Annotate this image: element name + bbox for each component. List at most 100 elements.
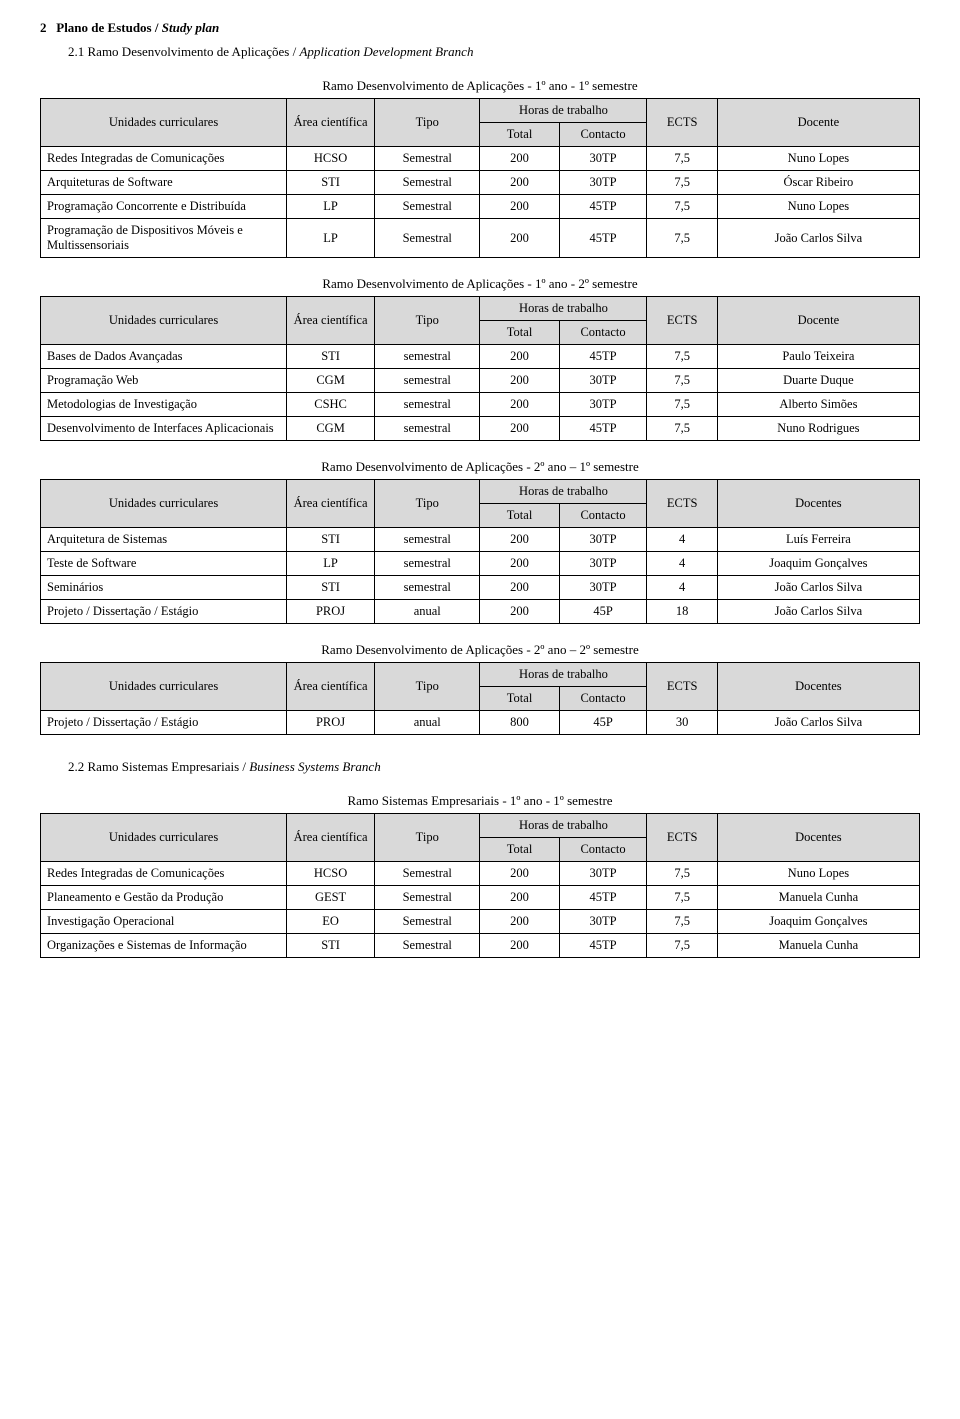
cell-contacto: 45TP [559, 219, 647, 258]
cell-ects: 7,5 [647, 171, 717, 195]
curriculum-table: Unidades curricularesÁrea científicaTipo… [40, 479, 920, 624]
table-row: Arquitetura de SistemasSTIsemestral20030… [41, 528, 920, 552]
cell-area: GEST [287, 886, 375, 910]
cell-ects: 30 [647, 711, 717, 735]
cell-tipo: semestral [375, 369, 480, 393]
cell-docente: Joaquim Gonçalves [717, 552, 919, 576]
table-row: SemináriosSTIsemestral20030TP4João Carlo… [41, 576, 920, 600]
table-caption: Ramo Desenvolvimento de Aplicações - 2º … [40, 642, 920, 658]
cell-name: Projeto / Dissertação / Estágio [41, 600, 287, 624]
cell-total: 200 [480, 552, 559, 576]
table-row: Redes Integradas de ComunicaçõesHCSOSeme… [41, 862, 920, 886]
cell-tipo: semestral [375, 552, 480, 576]
cell-area: LP [287, 195, 375, 219]
subsection-title-pt: Ramo Desenvolvimento de Aplicações [88, 44, 290, 59]
table-row: Arquiteturas de SoftwareSTISemestral2003… [41, 171, 920, 195]
cell-total: 800 [480, 711, 559, 735]
subsection-title-pt: Ramo Sistemas Empresariais [88, 759, 240, 774]
cell-total: 200 [480, 345, 559, 369]
cell-docente: Alberto Simões [717, 393, 919, 417]
th-tipo: Tipo [375, 814, 480, 862]
cell-name: Arquiteturas de Software [41, 171, 287, 195]
th-horas: Horas de trabalho [480, 297, 647, 321]
th-ects: ECTS [647, 480, 717, 528]
cell-ects: 4 [647, 576, 717, 600]
cell-total: 200 [480, 528, 559, 552]
table-row: Bases de Dados AvançadasSTIsemestral2004… [41, 345, 920, 369]
cell-total: 200 [480, 886, 559, 910]
th-unidades: Unidades curriculares [41, 99, 287, 147]
th-docente: Docente [717, 99, 919, 147]
cell-ects: 7,5 [647, 369, 717, 393]
cell-tipo: Semestral [375, 862, 480, 886]
th-tipo: Tipo [375, 99, 480, 147]
cell-ects: 18 [647, 600, 717, 624]
cell-area: HCSO [287, 147, 375, 171]
cell-docente: Joaquim Gonçalves [717, 910, 919, 934]
cell-contacto: 45TP [559, 934, 647, 958]
subsection-number: 2.1 [68, 44, 84, 59]
cell-name: Redes Integradas de Comunicações [41, 147, 287, 171]
subsection-title-en: Business Systems Branch [249, 759, 380, 774]
cell-area: LP [287, 552, 375, 576]
cell-tipo: Semestral [375, 147, 480, 171]
table-caption: Ramo Desenvolvimento de Aplicações - 2º … [40, 459, 920, 475]
th-docente: Docentes [717, 663, 919, 711]
cell-tipo: Semestral [375, 219, 480, 258]
cell-tipo: semestral [375, 345, 480, 369]
cell-docente: João Carlos Silva [717, 711, 919, 735]
th-unidades: Unidades curriculares [41, 814, 287, 862]
cell-total: 200 [480, 576, 559, 600]
th-docente: Docentes [717, 480, 919, 528]
cell-contacto: 30TP [559, 528, 647, 552]
th-tipo: Tipo [375, 297, 480, 345]
th-contacto: Contacto [559, 123, 647, 147]
subsection-22: 2.2 Ramo Sistemas Empresariais / Busines… [68, 759, 920, 775]
cell-name: Organizações e Sistemas de Informação [41, 934, 287, 958]
cell-name: Programação de Dispositivos Móveis e Mul… [41, 219, 287, 258]
th-total: Total [480, 123, 559, 147]
th-area: Área científica [287, 297, 375, 345]
cell-name: Investigação Operacional [41, 910, 287, 934]
cell-area: CSHC [287, 393, 375, 417]
cell-ects: 7,5 [647, 886, 717, 910]
cell-name: Bases de Dados Avançadas [41, 345, 287, 369]
cell-total: 200 [480, 910, 559, 934]
th-unidades: Unidades curriculares [41, 480, 287, 528]
cell-name: Programação Web [41, 369, 287, 393]
table-caption: Ramo Sistemas Empresariais - 1º ano - 1º… [40, 793, 920, 809]
cell-name: Seminários [41, 576, 287, 600]
cell-tipo: semestral [375, 393, 480, 417]
th-docente: Docente [717, 297, 919, 345]
th-contacto: Contacto [559, 504, 647, 528]
cell-name: Desenvolvimento de Interfaces Aplicacion… [41, 417, 287, 441]
cell-total: 200 [480, 147, 559, 171]
cell-tipo: Semestral [375, 171, 480, 195]
table-row: Investigação OperacionalEOSemestral20030… [41, 910, 920, 934]
section-title-en: Study plan [162, 20, 219, 35]
cell-total: 200 [480, 171, 559, 195]
curriculum-table: Unidades curricularesÁrea científicaTipo… [40, 662, 920, 735]
th-area: Área científica [287, 663, 375, 711]
th-tipo: Tipo [375, 663, 480, 711]
cell-tipo: semestral [375, 528, 480, 552]
curriculum-table: Unidades curricularesÁrea científicaTipo… [40, 98, 920, 258]
cell-area: EO [287, 910, 375, 934]
cell-tipo: anual [375, 600, 480, 624]
th-ects: ECTS [647, 297, 717, 345]
cell-tipo: anual [375, 711, 480, 735]
th-horas: Horas de trabalho [480, 814, 647, 838]
cell-docente: João Carlos Silva [717, 576, 919, 600]
cell-ects: 7,5 [647, 147, 717, 171]
cell-tipo: Semestral [375, 195, 480, 219]
cell-contacto: 45P [559, 600, 647, 624]
cell-ects: 7,5 [647, 934, 717, 958]
th-total: Total [480, 687, 559, 711]
curriculum-table: Unidades curricularesÁrea científicaTipo… [40, 813, 920, 958]
cell-area: PROJ [287, 600, 375, 624]
cell-contacto: 30TP [559, 910, 647, 934]
th-unidades: Unidades curriculares [41, 297, 287, 345]
cell-contacto: 45TP [559, 195, 647, 219]
th-contacto: Contacto [559, 838, 647, 862]
cell-area: LP [287, 219, 375, 258]
